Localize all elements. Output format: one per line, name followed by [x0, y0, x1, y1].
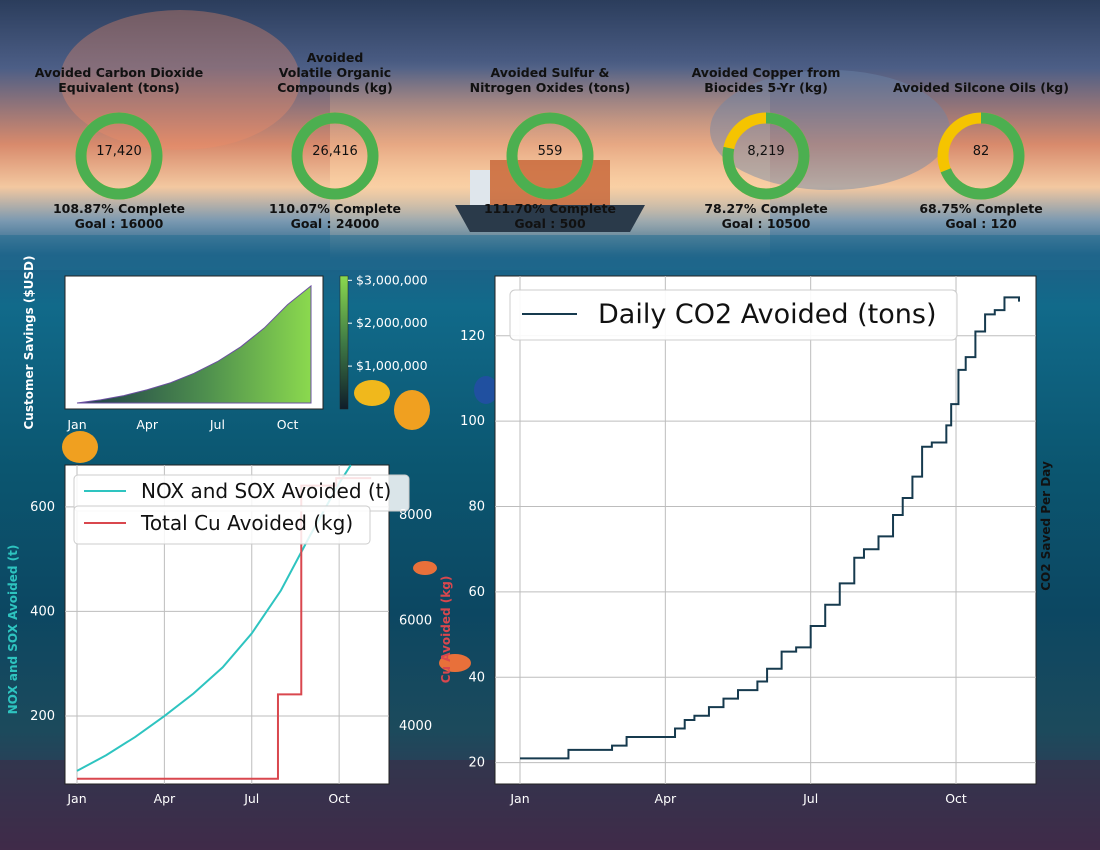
- co2-line: [520, 296, 1020, 760]
- kpi-card: Avoided Sulfur &Nitrogen Oxides (tons) 55…: [470, 65, 631, 231]
- kpi-title: Avoided Silcone Oils (kg): [893, 80, 1069, 95]
- kpi-percent-complete: 78.27% Complete: [704, 201, 827, 216]
- co2-y-tick: 40: [468, 670, 485, 685]
- co2-y-tick: 80: [468, 500, 485, 515]
- colorbar-tick-label: $3,000,000: [356, 272, 428, 287]
- savings-x-tick: Jul: [209, 417, 225, 432]
- co2-legend: Daily CO2 Avoided (tons): [509, 289, 958, 341]
- co2-x-tick: Jul: [802, 791, 818, 806]
- donut-complete-arc: [506, 112, 594, 200]
- co2-x-tick: Apr: [655, 791, 677, 806]
- kpi-goal: Goal : 120: [945, 216, 1017, 231]
- donut-complete-arc: [722, 112, 810, 200]
- savings-x-tick: Oct: [277, 417, 299, 432]
- colorbar-tick-label: $1,000,000: [356, 358, 428, 373]
- kpi-percent-complete: 111.70% Complete: [484, 201, 616, 216]
- customer-savings-chart: Jan Apr Jul Oct Customer Savings ($USD) $1,00…: [22, 255, 428, 432]
- co2-y-tick: 100: [460, 414, 485, 429]
- kpi-goal: Goal : 10500: [722, 216, 811, 231]
- nox-x-tick: Apr: [154, 791, 176, 806]
- kpi-title: Compounds (kg): [277, 80, 393, 95]
- co2-x-tick: Jan: [509, 791, 529, 806]
- donut-complete-arc: [937, 112, 1025, 200]
- nox-y-tick: 600: [30, 500, 55, 515]
- cu-y2-tick: 8000: [399, 508, 432, 523]
- nox-x-tick: Jan: [66, 791, 86, 806]
- kpi-value: 8,219: [747, 144, 784, 159]
- kpi-value: 26,416: [312, 144, 358, 159]
- savings-area: [76, 284, 312, 404]
- kpi-goal: Goal : 16000: [75, 216, 164, 231]
- savings-colorbar: [339, 275, 349, 410]
- co2-y-tick: 60: [468, 585, 485, 600]
- nox-y-label: NOX and SOX Avoided (t): [6, 545, 20, 715]
- legend-box: [73, 505, 371, 545]
- fish-illustrations: [62, 376, 498, 672]
- background-scene: [0, 10, 1100, 850]
- savings-x-tick: Apr: [136, 417, 158, 432]
- savings-x-tick: Jan: [66, 417, 86, 432]
- nox-sox-cu-chart: 200 400 600 4000 6000 8000 Jan Apr Jul Oct NOX and…: [6, 464, 453, 806]
- co2-y-label: CO2 Saved Per Day: [1039, 461, 1053, 591]
- daily-co2-chart: 20 40 60 80 100 120 Jan Apr Jul Oct Daily CO2 Avoi…: [460, 275, 1053, 806]
- donut-complete-arc: [75, 112, 163, 200]
- kpi-value: 17,420: [96, 144, 142, 159]
- cu-y2-tick: 4000: [399, 719, 432, 734]
- co2-y-tick: 120: [460, 329, 485, 344]
- co2-y-tick: 20: [468, 756, 485, 771]
- nox-x-tick: Jul: [243, 791, 259, 806]
- cu-y2-label: Cu Avoided (kg): [439, 576, 453, 684]
- cu-y2-tick: 6000: [399, 614, 432, 629]
- co2-x-tick: Oct: [945, 791, 967, 806]
- nox-x-tick: Oct: [328, 791, 350, 806]
- kpi-title: Volatile Organic: [279, 65, 391, 80]
- kpi-percent-complete: 68.75% Complete: [919, 201, 1042, 216]
- kpi-value: 82: [973, 144, 990, 159]
- nox-y-tick: 400: [30, 604, 55, 619]
- nox-legend: NOX and SOX Avoided (t) Total Cu Avoided …: [73, 474, 410, 545]
- kpi-title: Biocides 5-Yr (kg): [704, 80, 828, 95]
- kpi-goal: Goal : 500: [514, 216, 586, 231]
- legend-box: [509, 289, 958, 341]
- savings-y-label: Customer Savings ($USD): [22, 255, 36, 429]
- kpi-card: Avoided Silcone Oils (kg) 82 68.75% Comple…: [893, 80, 1069, 231]
- kpi-percent-complete: 110.07% Complete: [269, 201, 401, 216]
- co2-plot-area: [494, 275, 1037, 785]
- kpi-title: Equivalent (tons): [58, 80, 180, 95]
- kpi-title: Avoided Copper from: [692, 65, 841, 80]
- kpi-value: 559: [538, 144, 563, 159]
- donut-complete-arc: [291, 112, 379, 200]
- legend-label-cu: Total Cu Avoided (kg): [140, 511, 353, 535]
- kpi-title: Avoided Carbon Dioxide: [35, 65, 204, 80]
- kpi-title: Avoided: [307, 50, 364, 65]
- colorbar-tick-label: $2,000,000: [356, 315, 428, 330]
- nox-y-tick: 200: [30, 709, 55, 724]
- legend-label-co2: Daily CO2 Avoided (tons): [598, 299, 936, 330]
- kpi-percent-complete: 108.87% Complete: [53, 201, 185, 216]
- kpi-title: Avoided Sulfur &: [491, 65, 610, 80]
- kpi-title: Nitrogen Oxides (tons): [470, 80, 631, 95]
- legend-label-nox: NOX and SOX Avoided (t): [141, 479, 391, 503]
- kpi-goal: Goal : 24000: [291, 216, 380, 231]
